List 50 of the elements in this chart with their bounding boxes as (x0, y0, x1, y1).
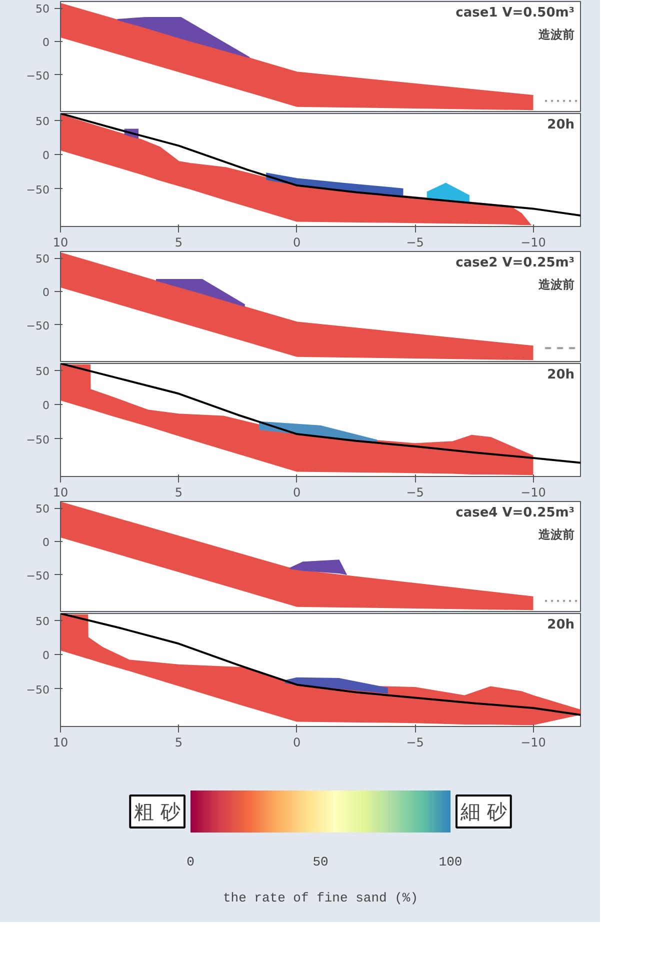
x-tick-label: −10 (520, 236, 546, 250)
y-tick-label: 0 (42, 286, 50, 299)
annotation: 20h (547, 368, 575, 382)
annotation: 造波前 (538, 278, 574, 292)
text: 細 砂 (460, 800, 507, 824)
y-tick-label: 50 (36, 114, 50, 128)
y-tick-label: 50 (36, 2, 50, 16)
color-bar-label: 50 (312, 854, 328, 870)
y-tick-label: 0 (42, 649, 50, 662)
x-tick-label: 0 (293, 486, 301, 500)
annotation: case1 V=0.50m³ (456, 6, 574, 20)
y-tick-label: −50 (26, 319, 50, 332)
y-tick-label: −50 (26, 69, 50, 82)
text: 粗 砂 (134, 800, 180, 824)
x-tick-label: −10 (520, 486, 546, 500)
x-tick-label: 0 (293, 736, 301, 750)
x-tick-label: −5 (406, 236, 424, 250)
y-tick-label: 50 (36, 364, 50, 378)
y-tick-label: −50 (26, 183, 50, 196)
x-tick-label: −10 (520, 736, 546, 750)
x-tick-label: 5 (174, 486, 183, 500)
y-tick-label: 0 (42, 536, 50, 549)
y-tick-label: −50 (26, 433, 50, 446)
color-bar-title: the rate of fine sand (%) (222, 890, 418, 906)
annotation: case2 V=0.25m³ (456, 256, 574, 270)
annotation: case4 V=0.25m³ (456, 506, 574, 520)
y-tick-label: 50 (36, 502, 50, 516)
y-tick-label: 0 (42, 36, 50, 49)
x-tick-label: 5 (174, 236, 183, 250)
annotation: 20h (547, 618, 575, 632)
x-tick-label: 5 (174, 736, 183, 750)
y-tick-label: 50 (36, 252, 50, 266)
x-tick-label: 10 (52, 486, 68, 500)
y-tick-label: 50 (36, 614, 50, 628)
line-series (60, 114, 580, 217)
line-series (60, 364, 580, 464)
y-tick-label: 0 (42, 149, 50, 162)
x-tick-label: −5 (406, 736, 424, 750)
color-bar-label: 100 (438, 854, 462, 870)
annotation: 造波前 (538, 528, 574, 542)
annotation: 造波前 (538, 28, 574, 42)
x-tick-label: 0 (293, 236, 301, 250)
x-tick-label: 10 (52, 236, 68, 250)
color-bar-label: 0 (186, 854, 194, 870)
y-tick-label: −50 (26, 683, 50, 696)
y-tick-label: −50 (26, 569, 50, 582)
x-tick-label: 10 (52, 736, 68, 750)
annotation: 20h (547, 118, 575, 132)
x-tick-label: −5 (406, 486, 424, 500)
y-tick-label: 0 (42, 399, 50, 412)
